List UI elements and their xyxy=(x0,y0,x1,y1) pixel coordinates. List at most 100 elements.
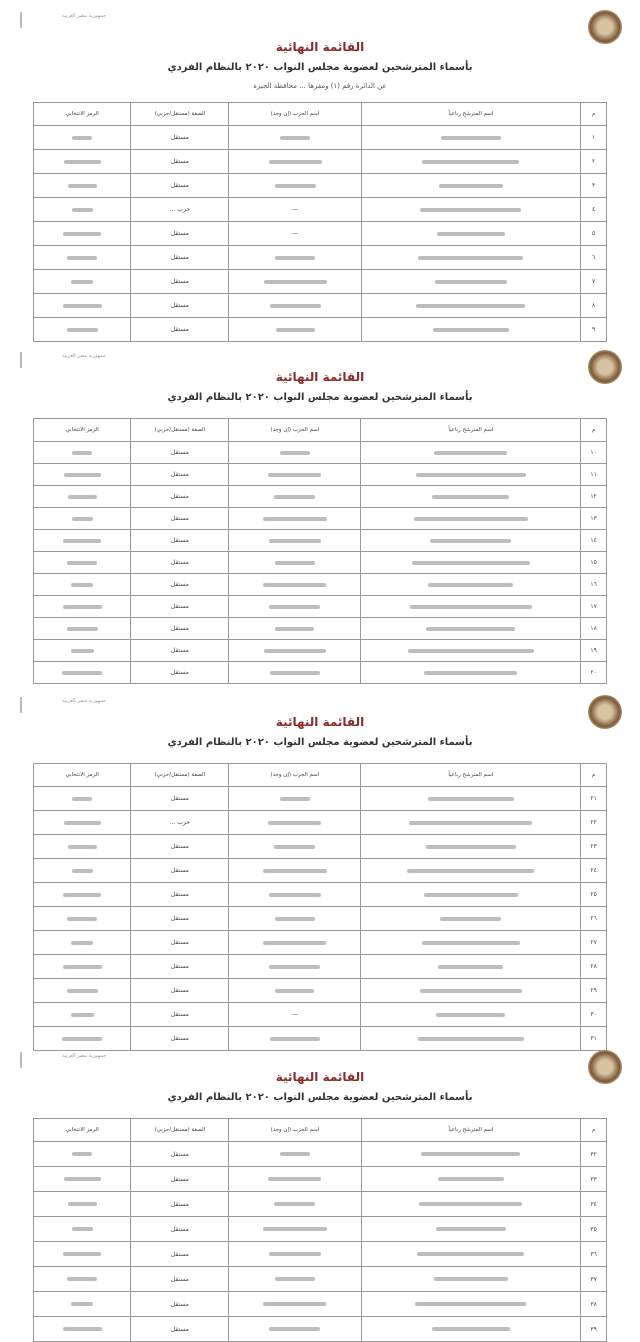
electoral-symbol xyxy=(32,617,132,640)
row-number: ١٨ xyxy=(580,617,607,640)
column-header: م xyxy=(580,418,607,442)
page-title: القائمة النهائية xyxy=(275,715,365,729)
table-row: ٣٤ مستقل xyxy=(32,1191,607,1217)
party-name: — xyxy=(228,1002,362,1027)
table-row: ٣٦ مستقل xyxy=(32,1241,607,1267)
row-number: ١٧ xyxy=(580,595,607,618)
party-name: — xyxy=(228,197,362,222)
candidate-name xyxy=(360,930,582,955)
candidate-status: مستقل xyxy=(130,1316,230,1342)
party-text: — xyxy=(291,1011,298,1018)
row-number: ٣ xyxy=(580,173,607,198)
electoral-symbol xyxy=(32,269,132,294)
candidate-status: مستقل xyxy=(130,125,230,150)
candidate-status: مستقل xyxy=(130,1191,230,1217)
candidate-status: حزب ... xyxy=(130,197,230,222)
table-row: ٣٥ مستقل xyxy=(32,1216,607,1242)
row-number: ٢٦ xyxy=(580,906,607,931)
table-header: م اسم المترشح رباعياً اسم الحزب (إن وجد) ال… xyxy=(32,418,607,442)
candidate-status: مستقل xyxy=(130,930,230,955)
table-row: ٤ — حزب ... xyxy=(32,197,607,222)
electoral-symbol xyxy=(32,197,132,222)
party-text: — xyxy=(292,206,298,213)
row-number: ١٩ xyxy=(580,639,607,662)
party-name xyxy=(228,441,362,464)
party-name xyxy=(228,1026,362,1051)
candidate-name xyxy=(360,463,582,486)
candidate-name xyxy=(360,1002,582,1027)
candidate-name xyxy=(360,1191,582,1217)
table-row: ٨ مستقل xyxy=(32,293,607,318)
electoral-symbol xyxy=(32,463,132,486)
candidate-status: مستقل xyxy=(130,529,230,552)
electoral-symbol xyxy=(32,441,132,464)
party-name xyxy=(228,595,362,618)
candidate-name xyxy=(360,1141,582,1167)
header-stamp: جمهورية مصر العربية xyxy=(20,1052,106,1068)
table-row: ١٧ مستقل xyxy=(32,595,607,618)
candidate-status: مستقل xyxy=(130,485,230,508)
table-row: ١ مستقل xyxy=(32,125,607,150)
table-row: ١١ مستقل xyxy=(32,463,607,486)
column-header: اسم المترشح رباعياً xyxy=(360,763,582,787)
row-number: ٣٤ xyxy=(580,1191,607,1217)
table-row: ٢ مستقل xyxy=(32,149,607,174)
candidate-status: مستقل xyxy=(130,1266,230,1292)
candidate-name xyxy=(360,1316,582,1342)
table-row: ١٢ مستقل xyxy=(32,485,607,508)
column-header: م xyxy=(580,1118,607,1142)
party-name xyxy=(228,1191,362,1217)
candidate-name xyxy=(360,485,582,508)
candidate-name xyxy=(360,293,582,318)
column-header: الرمز الانتخابي xyxy=(32,763,132,787)
electoral-symbol xyxy=(32,1291,132,1317)
emblem-logo xyxy=(588,1050,622,1084)
candidate-status: مستقل xyxy=(130,617,230,640)
electoral-symbol xyxy=(32,661,132,684)
table-row: ١٥ مستقل xyxy=(32,551,607,574)
table-row: ٢٦ مستقل xyxy=(32,906,607,931)
table-row: ٣٨ مستقل xyxy=(32,1291,607,1317)
candidate-status: مستقل xyxy=(130,786,230,811)
party-name xyxy=(228,1316,362,1342)
candidate-name xyxy=(360,269,582,294)
candidate-status: مستقل xyxy=(130,954,230,979)
column-header: اسم المترشح رباعياً xyxy=(360,1118,582,1142)
candidate-status: مستقل xyxy=(130,245,230,270)
electoral-symbol xyxy=(32,125,132,150)
page-subtitle: بأسماء المترشحين لعضوية مجلس النواب ٢٠٢٠… xyxy=(167,737,473,748)
candidate-name xyxy=(360,245,582,270)
column-header: اسم الحزب (إن وجد) xyxy=(228,102,362,126)
column-header: الرمز الانتخابي xyxy=(32,102,132,126)
candidate-name xyxy=(360,954,582,979)
party-name xyxy=(228,245,362,270)
row-number: ٣٣ xyxy=(580,1166,607,1192)
column-header: م xyxy=(580,102,607,126)
candidate-status: مستقل xyxy=(130,441,230,464)
candidates-table: م اسم المترشح رباعياً اسم الحزب (إن وجد) ال… xyxy=(32,102,607,342)
candidate-name xyxy=(360,661,582,684)
table-row: ٢٢ حزب ... xyxy=(32,810,607,835)
party-name xyxy=(228,1266,362,1292)
candidate-status: مستقل xyxy=(130,639,230,662)
page-title: القائمة النهائية xyxy=(275,370,365,384)
candidate-name xyxy=(360,617,582,640)
row-number: ٢٩ xyxy=(580,978,607,1003)
table-header: م اسم المترشح رباعياً اسم الحزب (إن وجد) ال… xyxy=(32,102,607,126)
candidate-status: مستقل xyxy=(130,882,230,907)
electoral-symbol xyxy=(32,978,132,1003)
table-row: ١٠ مستقل xyxy=(32,441,607,464)
candidate-status: مستقل xyxy=(130,317,230,342)
table-row: ١٨ مستقل xyxy=(32,617,607,640)
candidate-name xyxy=(360,1241,582,1267)
electoral-symbol xyxy=(32,507,132,530)
party-name xyxy=(228,507,362,530)
column-header: الرمز الانتخابي xyxy=(32,418,132,442)
candidate-name xyxy=(360,786,582,811)
table-row: ٣٣ مستقل xyxy=(32,1166,607,1192)
table-row: ٢٩ مستقل xyxy=(32,978,607,1003)
row-number: ٢ xyxy=(580,149,607,174)
candidate-name xyxy=(360,441,582,464)
candidate-name xyxy=(360,317,582,342)
candidate-name xyxy=(360,529,582,552)
